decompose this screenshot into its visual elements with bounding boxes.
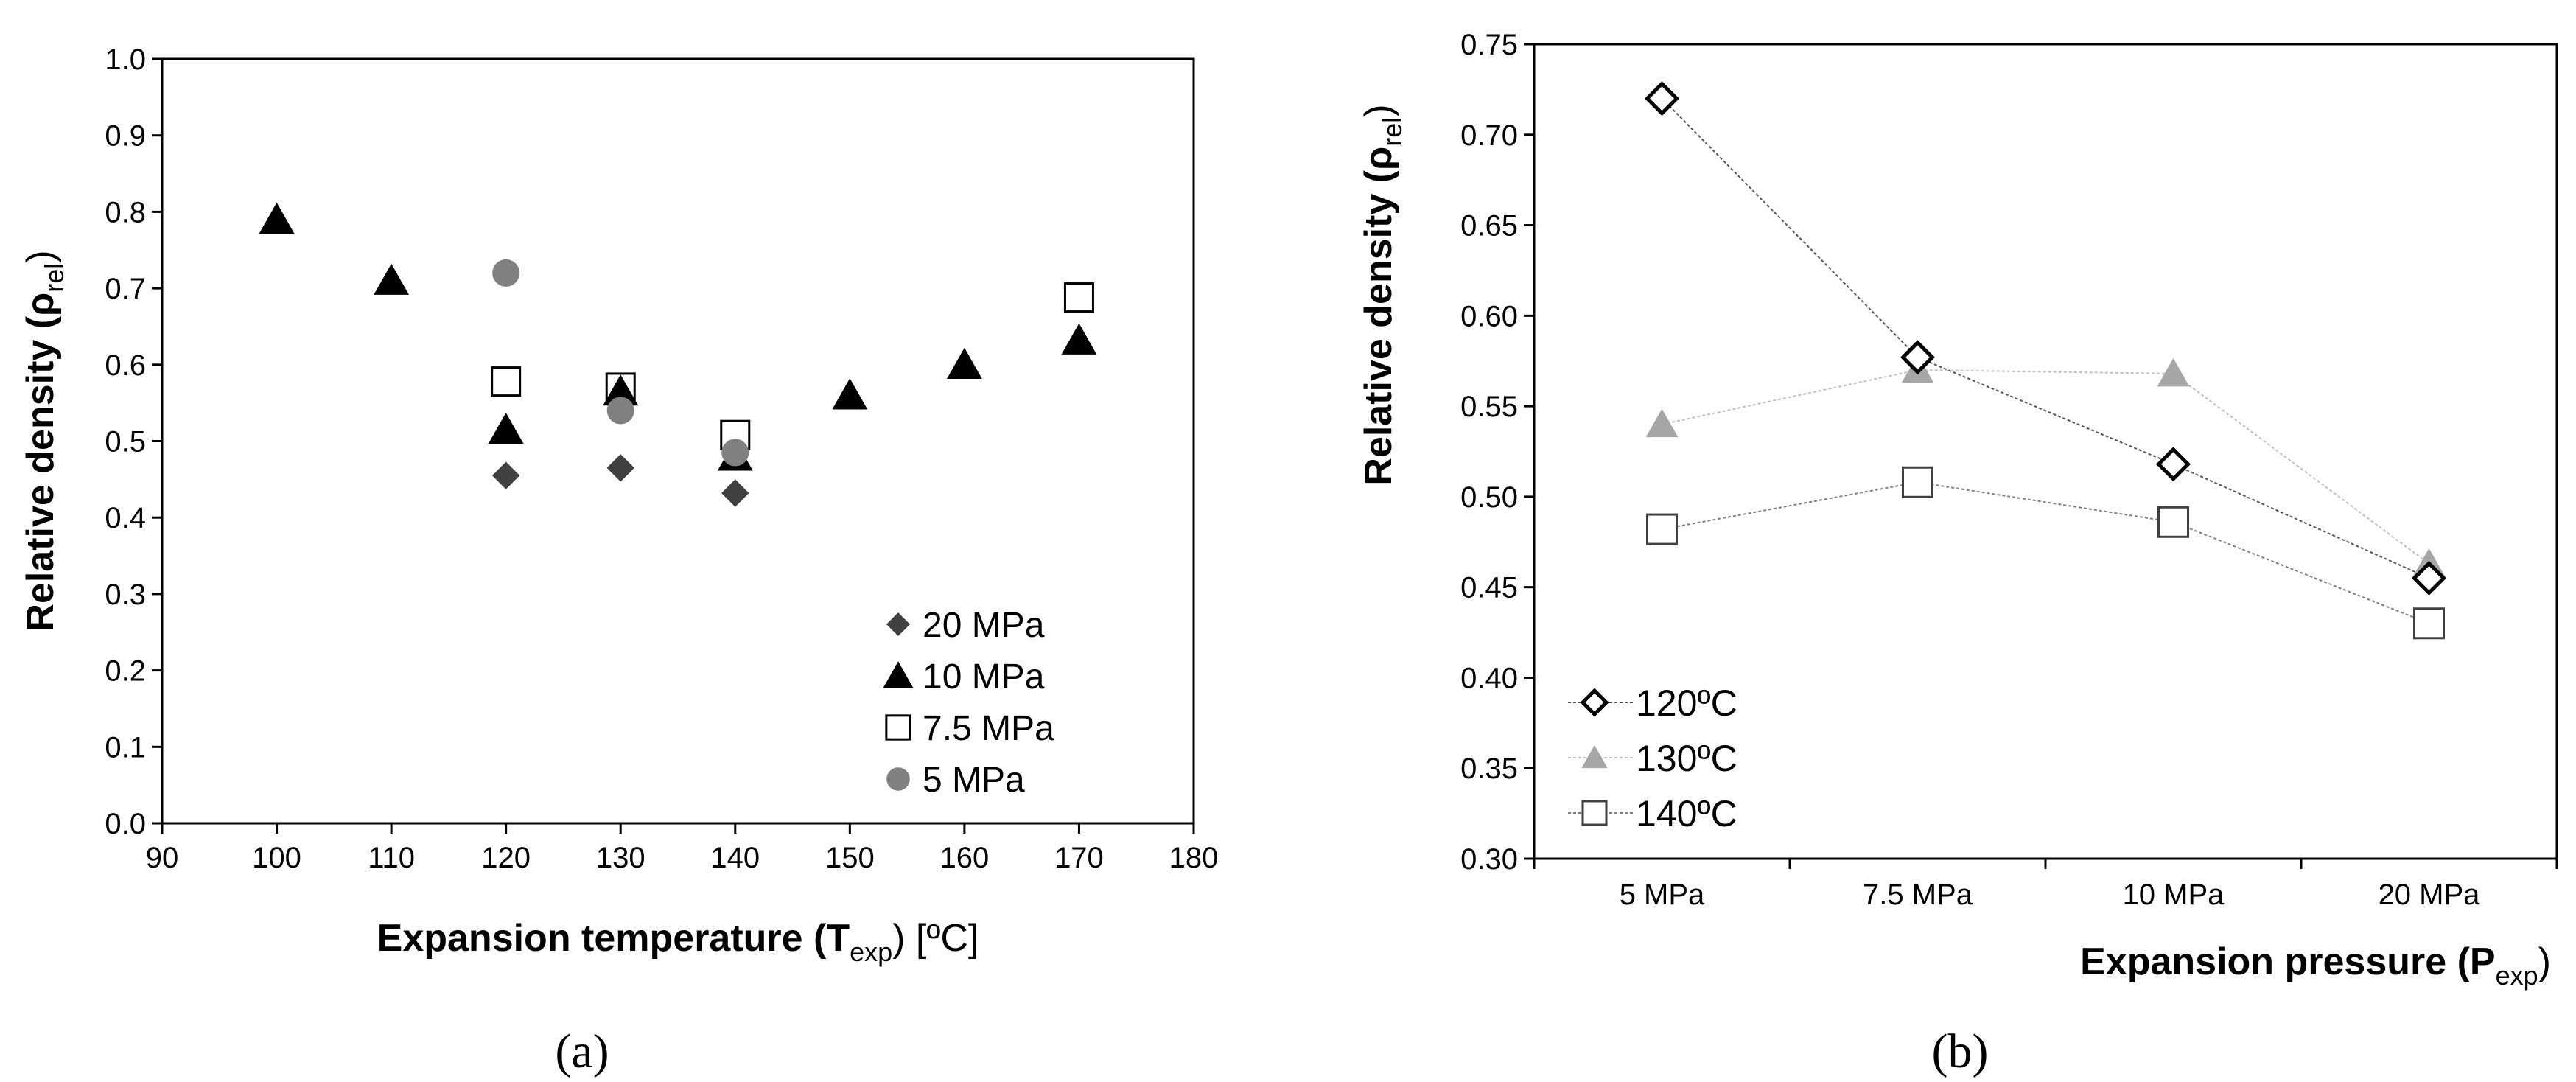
panel-a-y-tick-label: 0.6 xyxy=(105,349,146,382)
panel-a-y-tick-label: 0.9 xyxy=(105,120,146,153)
panel-b-y-tick-label: 0.75 xyxy=(1460,29,1518,61)
panel-b-data-point xyxy=(2157,357,2190,387)
panel-a-data-point xyxy=(721,479,749,507)
panel-a-data-point xyxy=(946,347,982,379)
panel-b-data-point xyxy=(2413,607,2445,640)
panel-b-data-point xyxy=(2155,447,2191,482)
panel-b-plot-area xyxy=(1533,43,2558,860)
panel-a-y-tick-label: 0.7 xyxy=(105,273,146,305)
panel-a-data-point xyxy=(259,202,295,234)
panel-a-y-tick-label: 0.4 xyxy=(105,502,146,534)
panel-b-y-tick-label: 0.35 xyxy=(1460,753,1518,785)
panel-a-legend-label: 20 MPa xyxy=(923,606,1045,645)
panel-a-legend-marker xyxy=(886,767,910,791)
panel-b-data-point xyxy=(2157,506,2189,538)
panel-b-caption: (b) xyxy=(1932,1025,1989,1078)
panel-b-data-point xyxy=(1646,513,1678,545)
panel-b-y-tick-label: 0.55 xyxy=(1460,391,1518,423)
panel-a-data-point xyxy=(374,263,410,295)
panel-a-data-point xyxy=(492,259,520,287)
panel-a-x-tick-label: 150 xyxy=(825,842,875,874)
panel-a-x-tick-label: 130 xyxy=(596,842,645,874)
panel-b-y-tick-label: 0.70 xyxy=(1460,119,1518,152)
panel-a-markers xyxy=(259,202,1097,507)
panel-a-chart: 90 100 110 120 130 140 150 160 170 180 0.0 0.1 0.2 0.… xyxy=(19,43,1218,1078)
panel-a-legend-marker xyxy=(883,661,914,688)
panel-a-x-tick-label: 110 xyxy=(368,842,415,874)
panel-a-y-tick-label: 0.0 xyxy=(105,808,146,840)
panel-b-y-tick-label: 0.45 xyxy=(1460,572,1518,604)
panel-a-x-tick-label: 160 xyxy=(940,842,990,874)
panel-a-data-point xyxy=(1063,282,1094,313)
panel-a-legend-marker xyxy=(885,714,911,741)
panel-b-y-tick-label: 0.65 xyxy=(1460,210,1518,242)
panel-b-legend-marker xyxy=(1581,744,1608,769)
panel-b-y-tick-label: 0.40 xyxy=(1460,662,1518,694)
panel-a-data-point xyxy=(606,454,634,482)
panel-b-x-tick-label: 20 MPa xyxy=(2379,879,2481,911)
panel-a-y-tick-label: 0.2 xyxy=(105,655,146,688)
panel-b-y-tick-label: 0.60 xyxy=(1460,300,1518,332)
panel-a-y-axis-label: Relative density (ρrel) xyxy=(19,250,69,631)
panel-b-data-point xyxy=(1900,340,1936,375)
panel-b-y-tick-label: 0.30 xyxy=(1460,843,1518,876)
panel-b-ticks: 5 MPa 7.5 MPa 10 MPa 20 MPa 0.30 0.35 0.40 0.45… xyxy=(1460,29,2558,911)
panel-a-data-point xyxy=(488,412,524,444)
panel-a-data-point xyxy=(721,439,749,467)
panel-a-ticks: 90 100 110 120 130 140 150 160 170 180 0.0 0.1 0.2 0.… xyxy=(105,43,1218,874)
panel-b-legend-label: 130ºC xyxy=(1636,738,1737,779)
panel-a-y-tick-label: 0.5 xyxy=(105,426,146,458)
panel-a-y-tick-label: 1.0 xyxy=(105,43,146,76)
panel-a-data-point xyxy=(1061,323,1097,355)
panel-a-legend-marker xyxy=(886,612,911,637)
panel-a-legend-label: 7.5 MPa xyxy=(923,709,1054,748)
panel-a-x-tick-label: 170 xyxy=(1054,842,1104,874)
panel-a-data-point xyxy=(832,378,868,410)
panel-b-x-tick-label: 5 MPa xyxy=(1620,879,1705,911)
panel-a-x-axis-label: Expansion temperature (Texp) [ºC] xyxy=(377,917,979,967)
panel-b-series-line xyxy=(1662,369,2430,565)
panel-b-data-point xyxy=(1902,466,1933,498)
panel-b-chart: 5 MPa 7.5 MPa 10 MPa 20 MPa 0.30 0.35 0.40 0.45… xyxy=(1357,29,2558,1078)
panel-a-data-point xyxy=(491,461,520,489)
panel-b-x-tick-label: 10 MPa xyxy=(2123,879,2225,911)
panel-b-data-point xyxy=(1644,81,1680,116)
panel-b-x-axis-label: Expansion pressure (Pexp) xyxy=(2080,940,2551,991)
panel-b-x-tick-label: 7.5 MPa xyxy=(1863,879,1973,911)
panel-a-x-tick-label: 100 xyxy=(252,842,301,874)
panel-b-y-axis-label: Relative density (ρrel) xyxy=(1357,104,1407,485)
panel-b-data-point xyxy=(1645,408,1679,438)
panel-b-y-tick-label: 0.50 xyxy=(1460,481,1518,514)
panel-b-series-line xyxy=(1662,481,2429,624)
panel-a-y-tick-label: 0.3 xyxy=(105,579,146,611)
panel-b-data-point xyxy=(2411,560,2447,596)
panel-b-legend-marker xyxy=(1581,800,1608,826)
panel-b-lines xyxy=(1661,97,2430,624)
panel-a-legend: 20 MPa 10 MPa 7.5 MPa 5 MPa xyxy=(883,606,1054,800)
panel-a-y-tick-label: 0.8 xyxy=(105,196,146,228)
panel-b-legend: 120ºC 130ºC 140ºC xyxy=(1568,683,1737,834)
panel-a-y-tick-label: 0.1 xyxy=(105,731,146,764)
panel-a-x-tick-label: 120 xyxy=(481,842,531,874)
panel-a-x-tick-label: 90 xyxy=(146,842,179,874)
panel-a-data-point xyxy=(491,366,522,397)
panel-a-x-tick-label: 140 xyxy=(710,842,760,874)
panel-a-legend-label: 10 MPa xyxy=(923,657,1045,697)
panel-a-legend-label: 5 MPa xyxy=(923,761,1025,800)
panel-b-markers xyxy=(1644,81,2447,640)
panel-a-caption: (a) xyxy=(555,1025,609,1078)
panel-a-data-point xyxy=(606,397,634,425)
panel-b-legend-label: 140ºC xyxy=(1636,793,1737,834)
panel-b-legend-marker xyxy=(1580,688,1609,717)
panel-b-legend-label: 120ºC xyxy=(1636,683,1737,724)
panel-b-series-line xyxy=(1661,97,2429,579)
panel-a-x-tick-label: 180 xyxy=(1169,842,1219,874)
